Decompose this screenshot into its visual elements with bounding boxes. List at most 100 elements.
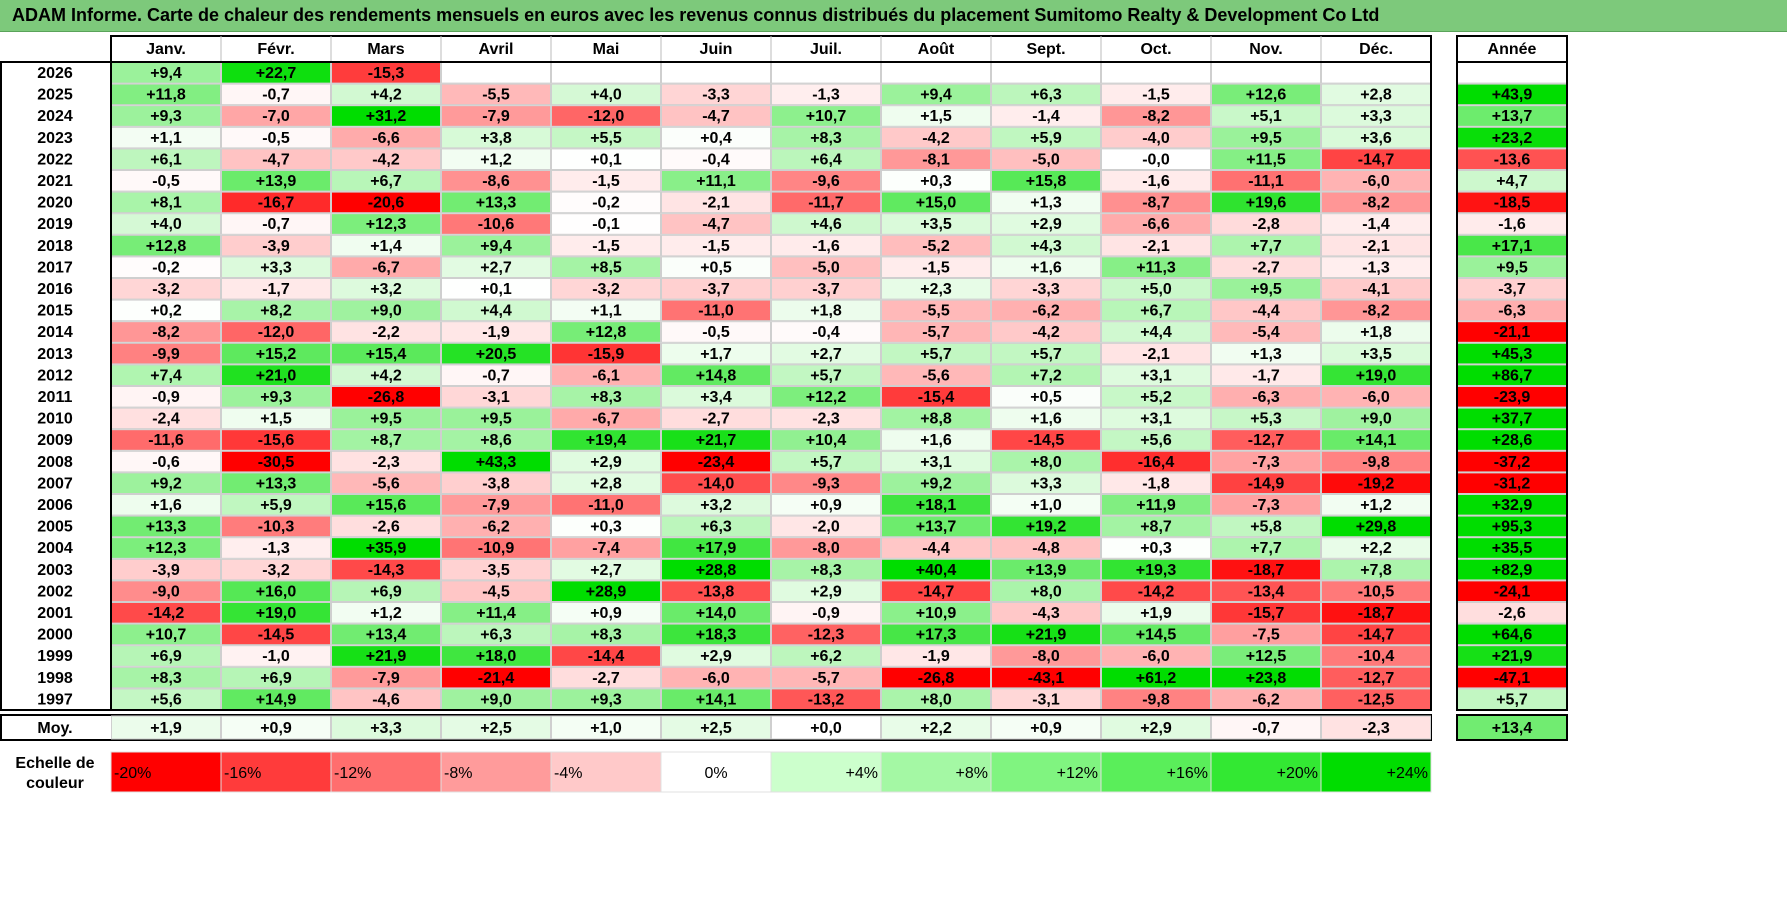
heatmap-cell [441, 321, 551, 343]
cell-value: +21,9 [1026, 627, 1067, 644]
cell-value: +1,6 [1030, 411, 1062, 428]
annual-value: +9,5 [1496, 259, 1528, 276]
cell-value: -2,7 [702, 411, 730, 428]
year-label: 2003 [37, 562, 73, 579]
heatmap-cell [1101, 472, 1211, 494]
year-label: 2020 [37, 195, 73, 212]
average-cell [991, 715, 1101, 740]
scale-label-value: -4% [554, 765, 582, 782]
cell-value: -9,8 [1142, 691, 1170, 708]
cell-value: +18,0 [476, 648, 517, 665]
cell-value: +1,2 [480, 151, 512, 168]
cell-value: +14,0 [696, 605, 737, 622]
heatmap-cell [1211, 234, 1321, 257]
heatmap-cell [1101, 342, 1211, 365]
month-header: Sept. [1026, 41, 1065, 58]
heatmap-cell [661, 450, 771, 473]
cell-value: -4,2 [372, 151, 400, 168]
annual-value: -18,5 [1494, 195, 1531, 212]
heatmap-cell [1101, 450, 1211, 473]
cell-value: +8,1 [150, 195, 182, 212]
heatmap-cell [1211, 105, 1321, 127]
heatmap-cell [441, 580, 551, 603]
heatmap-cell [331, 429, 441, 451]
heatmap-cell [881, 62, 991, 84]
cell-value: +5,6 [150, 691, 182, 708]
cell-value: +12,5 [1246, 648, 1287, 665]
average-label: Moy. [37, 720, 72, 737]
cell-value: -0,0 [1142, 151, 1170, 168]
heatmap-cell [441, 234, 551, 257]
cell-value: -12,7 [1248, 432, 1285, 449]
heatmap-cell [881, 666, 991, 689]
heatmap-cell [661, 386, 771, 408]
month-header: Mars [367, 41, 404, 58]
cell-value: +1,5 [920, 108, 952, 125]
average-value: +1,9 [150, 720, 182, 737]
heatmap-cell [331, 191, 441, 214]
cell-value: +5,1 [1250, 108, 1282, 125]
cell-value: +1,2 [1360, 497, 1392, 514]
annual-value: +13,7 [1492, 108, 1533, 125]
heatmap-cell [331, 494, 441, 516]
cell-value: +16,0 [256, 583, 297, 600]
cell-value: +10,7 [146, 627, 187, 644]
heatmap-cell [661, 537, 771, 559]
annual-value: +28,6 [1492, 432, 1533, 449]
heatmap-cell [1321, 62, 1431, 84]
cell-value: -1,5 [1142, 87, 1170, 104]
heatmap-cell [331, 364, 441, 386]
year-column [0, 61, 112, 711]
heatmap-cell [441, 472, 551, 494]
heatmap-cell [661, 515, 771, 538]
cell-value: +3,1 [1140, 367, 1172, 384]
scale-label: couleur [26, 775, 84, 792]
cell-value: -19,2 [1358, 475, 1395, 492]
scale-swatch [220, 751, 332, 793]
heatmap-cell [1101, 623, 1211, 646]
cell-value: -6,0 [1362, 173, 1390, 190]
heatmap-cell [331, 278, 441, 300]
heatmap-cell [221, 407, 331, 430]
heatmap-cell [221, 494, 331, 516]
cell-value: -11,0 [588, 497, 624, 514]
heatmap-cell [331, 472, 441, 494]
cell-value: +1,0 [1030, 497, 1062, 514]
cell-value: -9,6 [812, 173, 840, 190]
year-label: 2000 [37, 627, 73, 644]
cell-value: +4,6 [810, 216, 842, 233]
heatmap-cell [1101, 234, 1211, 257]
heatmap-cell [991, 537, 1101, 559]
cell-value: -7,3 [1252, 497, 1280, 514]
heatmap-cell [1211, 386, 1321, 408]
cell-value: +6,9 [370, 583, 402, 600]
cell-value: +5,7 [810, 454, 842, 471]
cell-value: +8,5 [590, 259, 622, 276]
heatmap-cell [991, 105, 1101, 127]
cell-value: -0,2 [592, 195, 620, 212]
cell-value: +6,9 [150, 648, 182, 665]
cell-value: -2,0 [812, 519, 840, 536]
heatmap-cell [331, 602, 441, 624]
cell-value: +9,5 [480, 411, 512, 428]
year-label: 2019 [37, 216, 73, 233]
annual-value: -13,6 [1494, 151, 1531, 168]
cell-value: -1,7 [262, 281, 290, 298]
cell-value: +11,8 [146, 87, 186, 104]
heatmap-cell [881, 602, 991, 624]
cell-value: -14,5 [258, 627, 295, 644]
heatmap-cell [551, 191, 661, 214]
cell-value: -12,5 [1358, 691, 1395, 708]
cell-value: -4,6 [372, 691, 400, 708]
cell-value: -2,8 [1252, 216, 1280, 233]
heatmap-cell [991, 494, 1101, 516]
cell-value: +15,6 [366, 497, 407, 514]
heatmap-cell [1211, 83, 1321, 106]
heatmap-cell [661, 234, 771, 257]
cell-value: +14,1 [1356, 432, 1397, 449]
year-label: 1998 [37, 670, 73, 687]
heatmap-cell [1211, 623, 1321, 646]
scale-label-value: -16% [224, 765, 261, 782]
year-label: 2002 [37, 583, 73, 600]
heatmap-cell [1211, 666, 1321, 689]
